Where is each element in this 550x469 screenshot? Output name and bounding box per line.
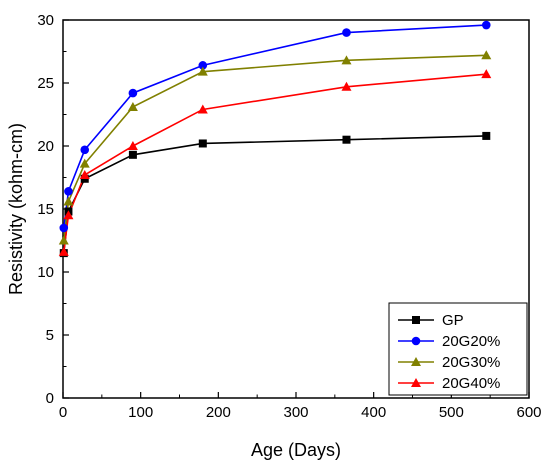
data-point-2 xyxy=(127,101,138,111)
y-tick-label: 0 xyxy=(46,390,54,407)
series-line-1 xyxy=(62,24,487,229)
data-point-2 xyxy=(341,55,352,65)
legend-marker xyxy=(412,316,420,324)
x-tick-label: 300 xyxy=(283,404,308,421)
series-line-2 xyxy=(62,54,487,241)
data-point-2 xyxy=(79,158,90,168)
x-tick-label: 0 xyxy=(59,404,67,421)
series-line-0 xyxy=(62,135,487,254)
y-tick-label: 20 xyxy=(37,138,54,155)
y-tick-label: 10 xyxy=(37,264,54,281)
legend-marker xyxy=(411,336,421,346)
y-tick-label: 30 xyxy=(37,12,54,29)
data-point-3 xyxy=(79,169,90,179)
data-point-1 xyxy=(64,187,73,196)
y-tick-label: 15 xyxy=(37,201,54,218)
x-tick-label: 500 xyxy=(439,404,464,421)
data-point-2 xyxy=(481,50,492,60)
data-point-3 xyxy=(127,141,138,150)
data-point-0 xyxy=(342,135,351,144)
legend-label: 20G20% xyxy=(442,333,500,350)
data-point-0 xyxy=(128,150,137,159)
x-tick-label: 400 xyxy=(361,404,386,421)
data-point-2 xyxy=(58,235,69,245)
data-point-0 xyxy=(198,139,207,148)
data-point-1 xyxy=(128,88,138,98)
data-point-3 xyxy=(63,210,74,220)
legend-label: 20G40% xyxy=(442,375,500,392)
data-point-1 xyxy=(80,145,90,155)
legend-marker xyxy=(411,378,421,387)
x-tick-label: 100 xyxy=(128,404,153,421)
legend-label: GP xyxy=(442,312,464,329)
data-point-3 xyxy=(341,81,352,91)
legend: GP 20G20% 20G30% 20G40% xyxy=(388,302,528,396)
y-tick-label: 5 xyxy=(46,327,54,344)
data-point-2 xyxy=(197,66,208,76)
data-point-2 xyxy=(63,196,74,206)
data-point-0 xyxy=(482,131,491,140)
y-axis-title: Resistivity (kohm-cm) xyxy=(6,123,26,295)
series-lines xyxy=(62,24,487,254)
data-point-1 xyxy=(342,28,351,37)
axis-ticks: 0 100 200 300 400 500 600 0 5 10 15 20 25 30 xyxy=(37,12,541,421)
data-point-1 xyxy=(59,223,69,233)
legend-label: 20G30% xyxy=(442,354,500,371)
x-tick-label: 200 xyxy=(206,404,231,421)
series-markers xyxy=(58,20,492,258)
legend-marker xyxy=(411,357,421,366)
data-point-1 xyxy=(481,20,491,30)
data-point-3 xyxy=(58,246,69,256)
data-point-1 xyxy=(198,61,208,70)
data-point-3 xyxy=(481,69,492,79)
x-axis-title: Age (Days) xyxy=(251,440,341,460)
data-point-3 xyxy=(197,104,208,114)
x-tick-label: 600 xyxy=(516,404,541,421)
y-tick-label: 25 xyxy=(37,75,54,92)
